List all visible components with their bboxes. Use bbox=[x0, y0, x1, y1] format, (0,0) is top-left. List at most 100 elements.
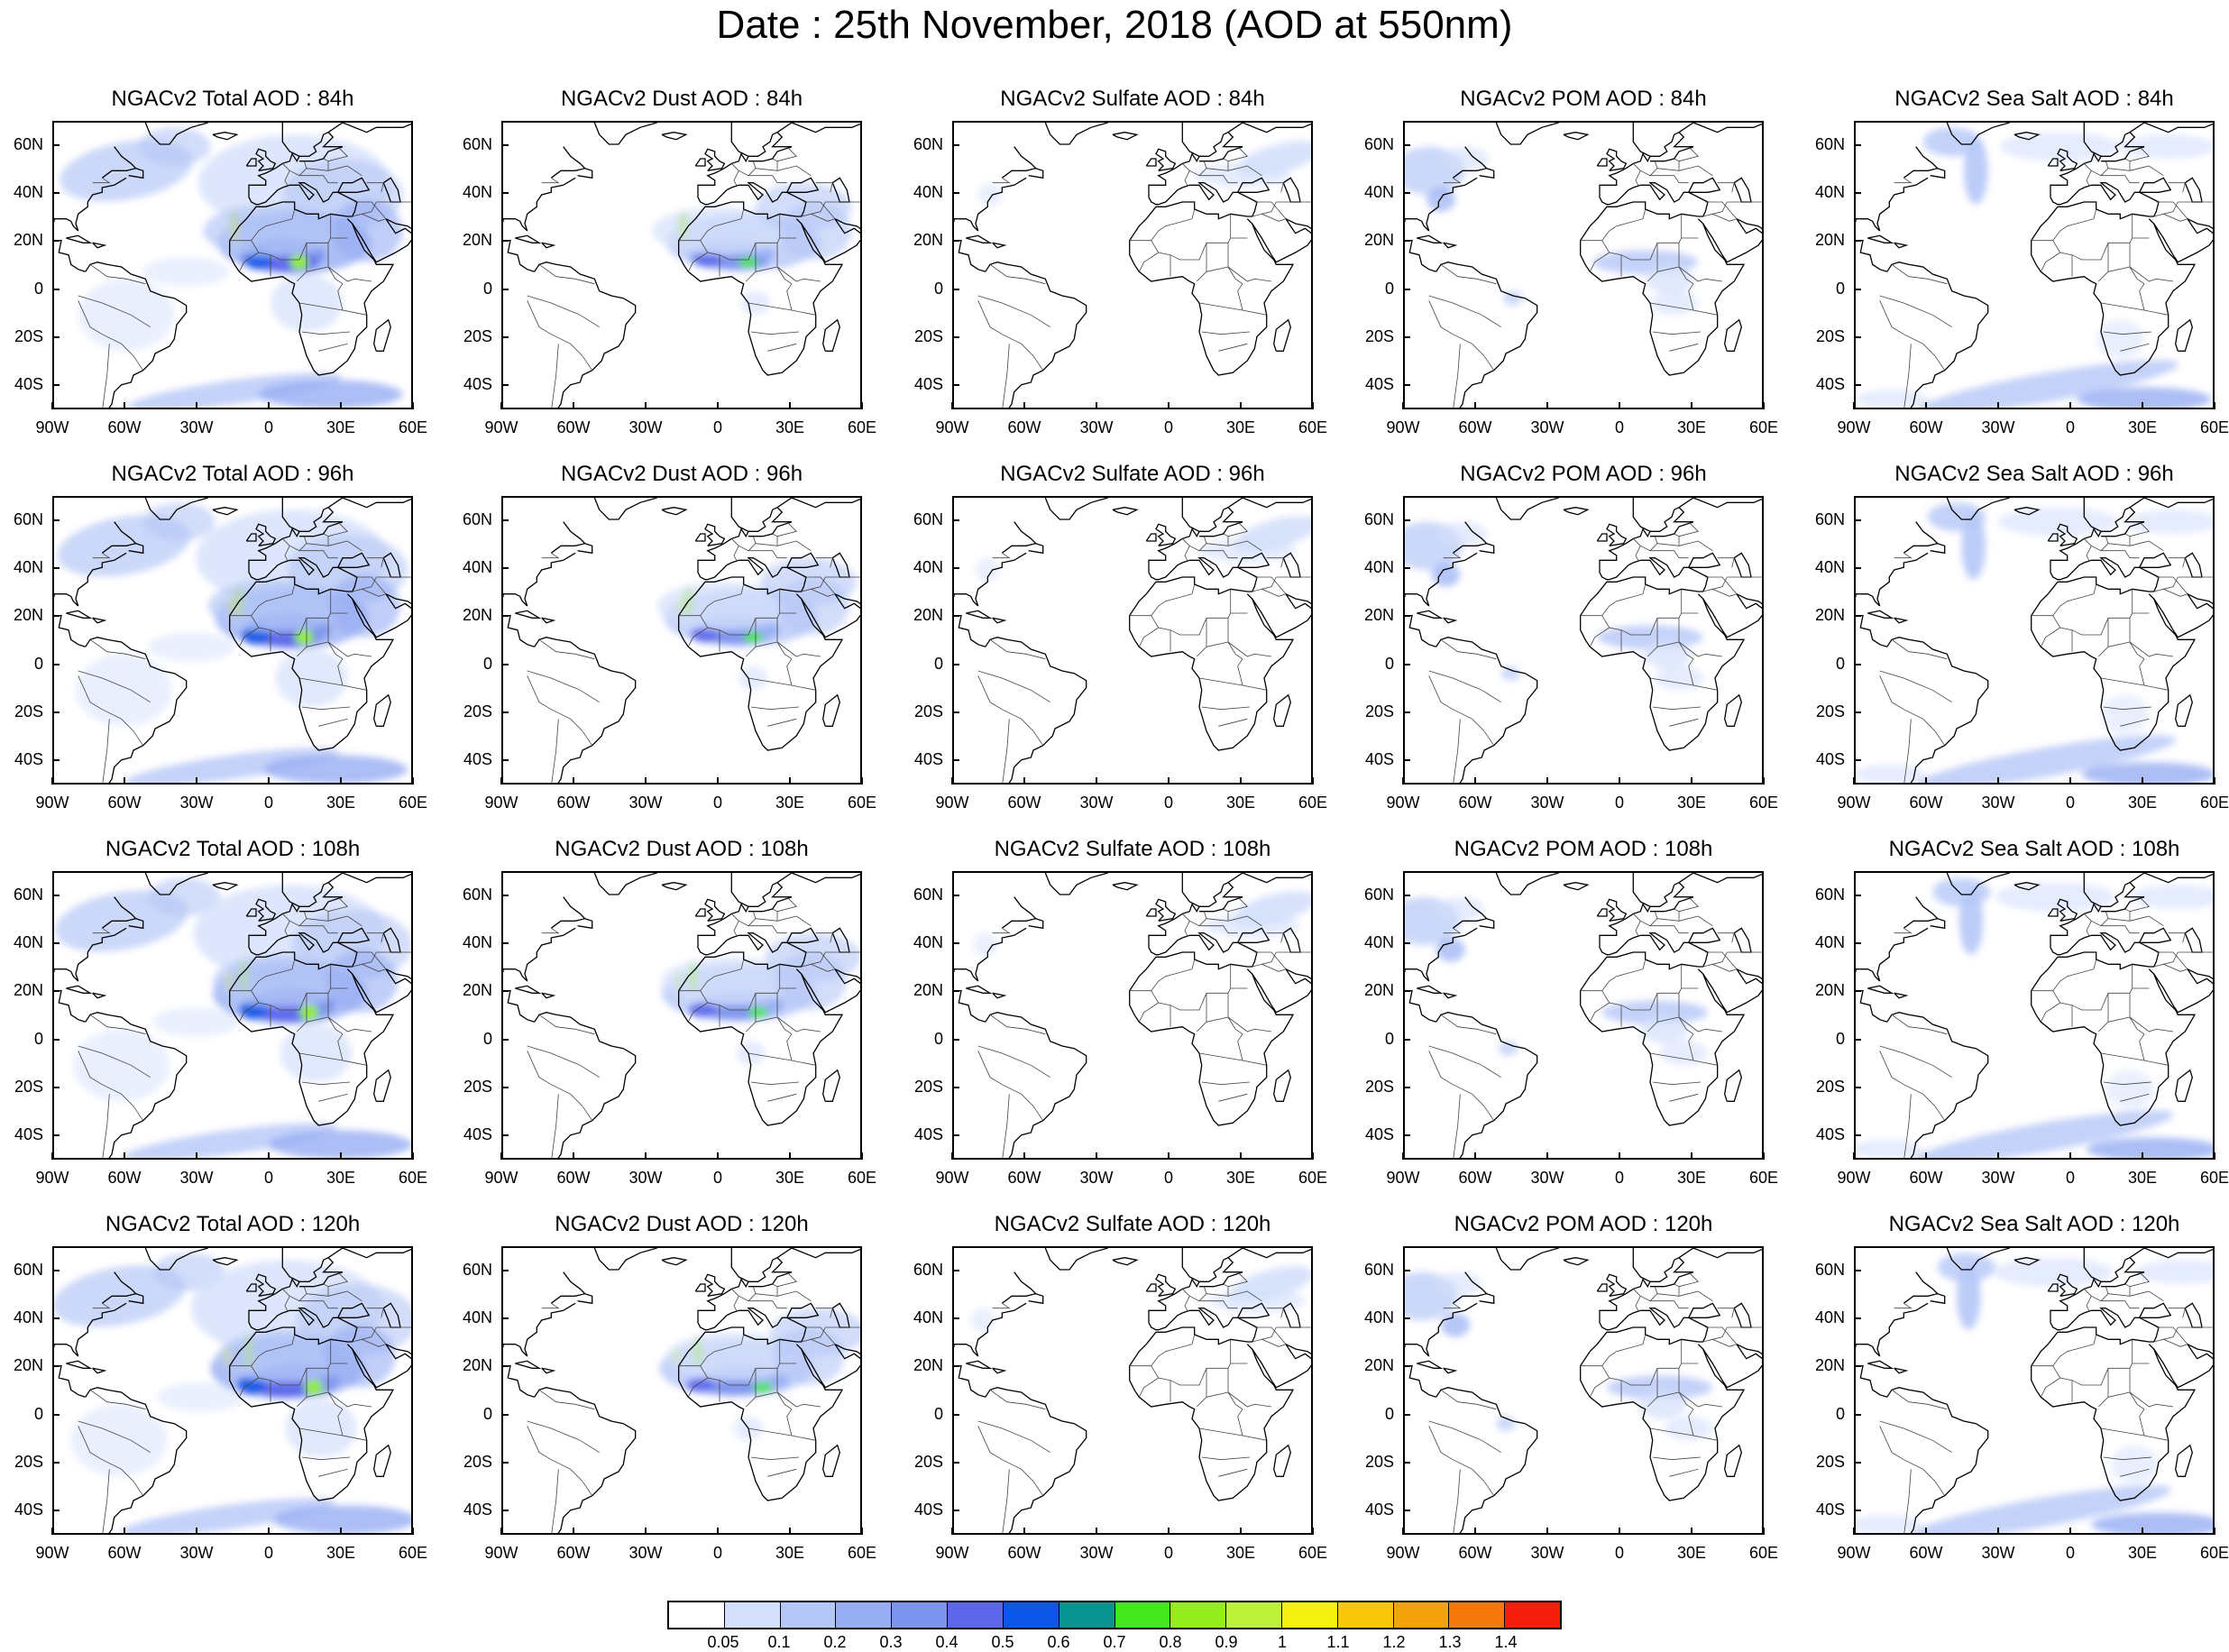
lon-tick bbox=[412, 777, 414, 785]
aod-field-map bbox=[54, 123, 411, 408]
lat-tick bbox=[501, 143, 509, 146]
lat-tick bbox=[952, 240, 959, 243]
country-border bbox=[989, 263, 1046, 285]
panel-title: NGACv2 Sulfate AOD : 96h bbox=[1000, 462, 1265, 486]
lon-tick bbox=[340, 1528, 342, 1535]
lon-tick bbox=[1763, 1528, 1765, 1535]
lon-tick-label: 30W bbox=[1981, 418, 2015, 436]
lon-tick-label: 60W bbox=[556, 418, 591, 436]
country-border bbox=[1227, 1290, 1262, 1302]
lat-tick-label: 20N bbox=[1363, 1356, 1394, 1375]
lat-tick-label: 60N bbox=[913, 134, 943, 153]
country-border bbox=[327, 1391, 344, 1410]
country-border bbox=[1440, 263, 1497, 285]
country-border bbox=[1189, 161, 1207, 177]
lat-tick bbox=[1403, 384, 1410, 387]
lon-tick bbox=[1168, 1528, 1170, 1535]
lon-tick bbox=[1691, 402, 1692, 409]
lat-tick bbox=[52, 519, 60, 521]
lat-tick-label: 60N bbox=[1814, 134, 1845, 153]
coastline bbox=[1692, 498, 1762, 509]
coastline bbox=[212, 882, 239, 891]
coastline bbox=[985, 1387, 1087, 1533]
coastline bbox=[327, 873, 344, 884]
country-border bbox=[2052, 1363, 2150, 1386]
coastline bbox=[694, 158, 706, 167]
coastline bbox=[1479, 168, 1495, 179]
coastline bbox=[791, 873, 860, 884]
lat-tick-label: 60N bbox=[1814, 1260, 1845, 1279]
coastline bbox=[1273, 1069, 1291, 1102]
country-border bbox=[538, 1389, 595, 1410]
lon-tick bbox=[645, 1528, 647, 1535]
lon-tick-label: 60E bbox=[1748, 794, 1779, 812]
lat-tick-label: 40N bbox=[1814, 183, 1845, 201]
country-border bbox=[1650, 550, 1689, 559]
country-border bbox=[327, 146, 349, 162]
coastline bbox=[1242, 498, 1311, 509]
lon-tick-label: 30E bbox=[326, 794, 356, 812]
coastline bbox=[1894, 617, 1909, 624]
coastline bbox=[2057, 148, 2078, 171]
country-border bbox=[238, 627, 259, 647]
lat-tick bbox=[952, 990, 959, 993]
lat-tick-label: 20N bbox=[462, 981, 492, 1000]
panel-title: NGACv2 Dust AOD : 108h bbox=[555, 837, 809, 861]
coastline bbox=[1112, 507, 1139, 516]
country-border bbox=[306, 1016, 329, 1023]
panel-title: NGACv2 POM AOD : 120h bbox=[1454, 1212, 1713, 1236]
lon-tick-label: 60E bbox=[398, 794, 428, 812]
lat-tick bbox=[52, 1365, 60, 1368]
coastline bbox=[2153, 593, 2213, 638]
lon-tick-label: 0 bbox=[1163, 418, 1173, 436]
lon-tick-label: 0 bbox=[1163, 1169, 1173, 1187]
country-border bbox=[687, 1002, 708, 1023]
lon-tick-label: 30W bbox=[1079, 1544, 1114, 1562]
country-border bbox=[992, 927, 1011, 934]
country-border bbox=[299, 1300, 338, 1309]
country-border bbox=[541, 1302, 560, 1309]
coastline bbox=[85, 1012, 188, 1158]
coastline bbox=[128, 1293, 144, 1305]
lon-tick bbox=[124, 1528, 125, 1535]
country-border bbox=[2084, 538, 2092, 561]
coastline bbox=[342, 873, 411, 884]
lat-tick bbox=[1854, 1317, 1861, 1319]
coastline bbox=[1001, 521, 1037, 554]
country-border bbox=[2153, 1326, 2179, 1343]
country-border bbox=[301, 706, 351, 711]
lon-tick bbox=[717, 402, 719, 409]
aod-plume bbox=[691, 628, 720, 642]
country-border bbox=[1199, 925, 1238, 934]
coastline bbox=[966, 1360, 993, 1369]
lat-tick bbox=[1854, 384, 1861, 387]
lat-tick bbox=[52, 567, 60, 569]
country-border bbox=[551, 1459, 593, 1496]
coastline bbox=[1479, 543, 1495, 555]
country-border bbox=[811, 1338, 836, 1347]
colorbar-label: 0.2 bbox=[823, 1633, 847, 1651]
country-border bbox=[551, 334, 593, 371]
lon-tick bbox=[1853, 777, 1855, 785]
country-border bbox=[2129, 641, 2145, 660]
aod-plume bbox=[73, 1029, 170, 1102]
lat-tick-label: 60N bbox=[1814, 509, 1845, 528]
country-border bbox=[755, 533, 778, 546]
lon-tick-label: 90W bbox=[484, 1544, 518, 1562]
aod-field-map bbox=[1856, 873, 2213, 1158]
country-border bbox=[1443, 177, 1462, 184]
coastline bbox=[1650, 506, 1694, 537]
country-border bbox=[815, 182, 833, 193]
coastline bbox=[1044, 1248, 1108, 1271]
country-border bbox=[1198, 302, 1267, 316]
coastline bbox=[1580, 873, 1746, 1126]
country-border bbox=[366, 557, 384, 568]
country-border bbox=[1266, 557, 1284, 568]
coastline bbox=[255, 523, 277, 546]
coastline bbox=[327, 1248, 344, 1259]
lon-tick bbox=[573, 402, 574, 409]
country-border bbox=[352, 951, 377, 968]
lon-tick bbox=[124, 1152, 125, 1160]
coastline bbox=[1443, 617, 1458, 624]
aod-plume bbox=[977, 182, 1003, 207]
